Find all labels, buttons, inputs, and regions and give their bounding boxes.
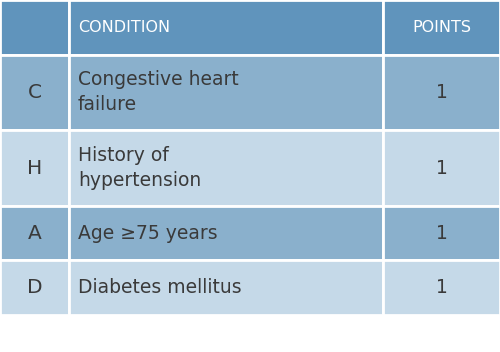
Bar [0,0,69,55]
Text: 1: 1 [436,278,448,297]
Bar [383,55,500,130]
Bar [69,260,383,315]
Bar [0,55,69,130]
Bar [383,206,500,260]
Bar [0,206,69,260]
Bar [69,206,383,260]
Text: Diabetes mellitus: Diabetes mellitus [78,278,241,297]
Text: CONDITION: CONDITION [78,20,170,35]
Bar [0,260,69,315]
Bar [383,0,500,55]
Text: H: H [27,159,42,177]
Text: Age ≥75 years: Age ≥75 years [78,224,218,243]
Bar [0,130,69,206]
Text: D: D [26,278,42,297]
Text: C: C [28,83,42,102]
Text: A: A [28,224,42,243]
Bar [69,130,383,206]
Text: History of
hypertension: History of hypertension [78,146,201,190]
Bar [69,55,383,130]
Text: POINTS: POINTS [412,20,471,35]
Bar [383,260,500,315]
Text: 1: 1 [436,224,448,243]
Text: Congestive heart
failure: Congestive heart failure [78,70,239,114]
Bar [383,130,500,206]
Text: 1: 1 [436,83,448,102]
Bar [69,0,383,55]
Text: 1: 1 [436,159,448,177]
